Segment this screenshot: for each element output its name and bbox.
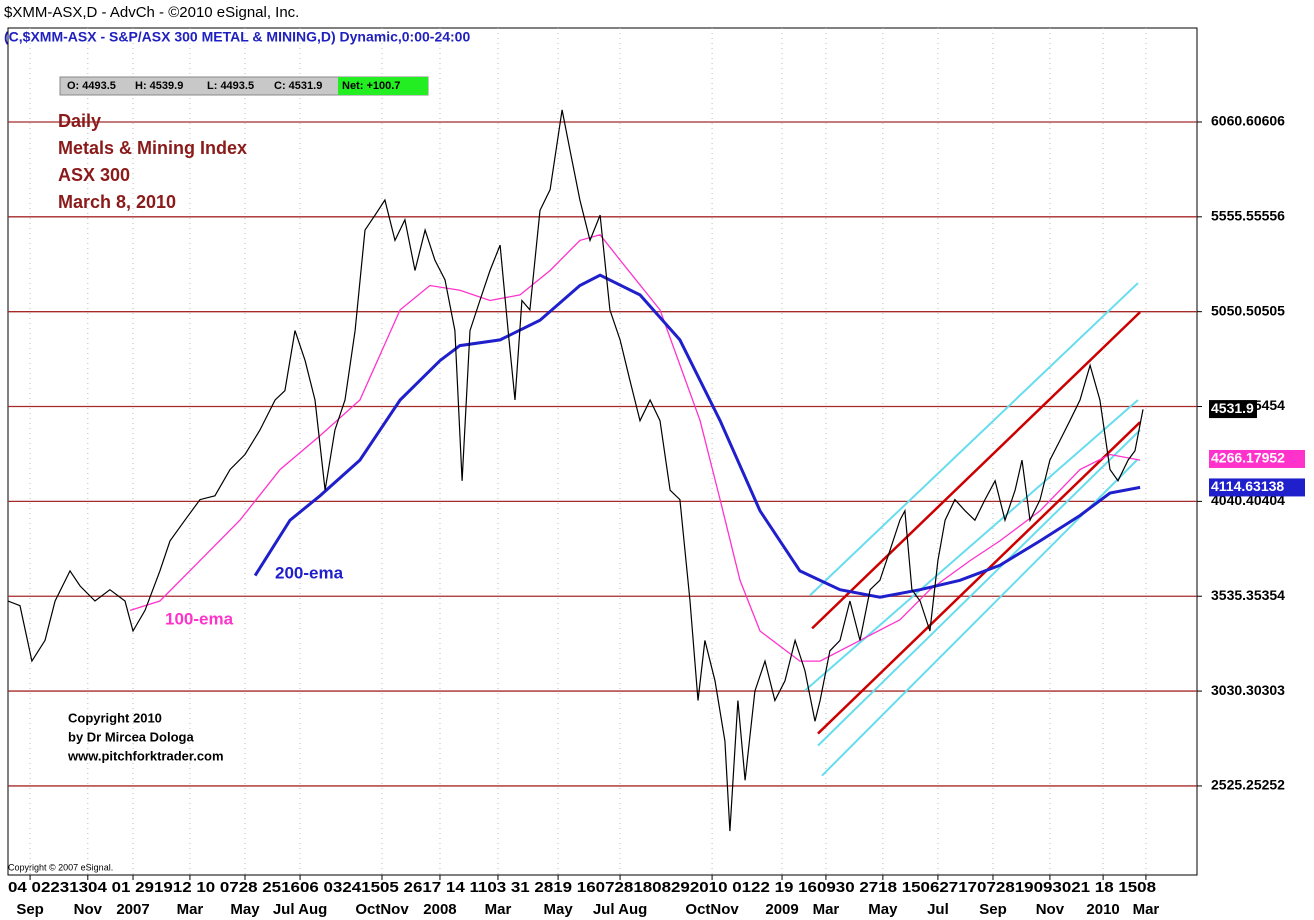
channel-line	[817, 429, 1141, 747]
annotation: ASX 300	[58, 165, 130, 185]
chart-title: $XMM-ASX,D - AdvCh - ©2010 eSignal, Inc.	[4, 4, 299, 21]
ema-note: 200-ema	[275, 563, 344, 582]
x-tick-label: Mar	[813, 901, 840, 918]
x-tick-label: Jul	[927, 901, 949, 918]
source-note: Copyright © 2007 eSignal.	[8, 862, 113, 872]
annotation: March 8, 2010	[58, 192, 176, 212]
ohlc-label: L: 4493.5	[207, 80, 254, 92]
series-line	[253, 273, 1141, 599]
x-tick-label: Nov	[74, 901, 103, 918]
ohlc-label: H: 4539.9	[135, 80, 183, 92]
copyright: by Dr Mircea Dologa	[68, 729, 194, 744]
x-tick-label: May	[543, 901, 573, 918]
annotation: Metals & Mining Index	[58, 138, 247, 158]
last-value-label: 4531.9	[1211, 400, 1254, 416]
plot-layer	[8, 109, 1144, 832]
series-line	[129, 234, 1141, 662]
ohlc-label: O: 4493.5	[67, 80, 116, 92]
x-tick-label: May	[230, 901, 260, 918]
last-value-label: 4114.63138	[1211, 478, 1284, 494]
channel-line	[809, 282, 1139, 597]
y-tick-label: 6060.60606	[1211, 113, 1285, 129]
x-tick-label: Sep	[979, 901, 1007, 918]
last-value-label: 4266.17952	[1211, 450, 1285, 466]
x-tick-label: Mar	[1133, 901, 1160, 918]
y-tick-label: 5050.50505	[1211, 302, 1285, 318]
x-tick-label: 2007	[116, 901, 149, 918]
x-tick-label: Mar	[177, 901, 204, 918]
ohlc-label: Net: +100.7	[342, 80, 400, 92]
y-tick-label: 2525.25252	[1211, 777, 1285, 793]
last-value-box	[1209, 400, 1257, 419]
x-tick-label: Jul Aug	[593, 901, 647, 918]
x-tick-label: 2008	[423, 901, 456, 918]
ema-note: 100-ema	[165, 609, 234, 628]
copyright: www.pitchforktrader.com	[67, 748, 224, 763]
x-tick-label: Mar	[485, 901, 512, 918]
channel-line	[811, 311, 1141, 630]
chart-subtitle: (C,$XMM-ASX - S&P/ASX 300 METAL & MINING…	[4, 29, 470, 45]
x-tick-label: OctNov	[685, 901, 739, 918]
last-value-box	[1209, 478, 1305, 497]
channel-line	[817, 421, 1141, 735]
series-line	[8, 109, 1144, 832]
channel-line	[804, 399, 1139, 692]
x-tick-label: Nov	[1036, 901, 1065, 918]
right-edge	[1302, 0, 1314, 920]
x-tick-label: Sep	[16, 901, 44, 918]
x-tick-label: May	[868, 901, 898, 918]
last-value-box	[1209, 449, 1305, 468]
annotation: Daily	[58, 111, 101, 131]
copyright: Copyright 2010	[68, 710, 162, 725]
x-tick-label: 2009	[765, 901, 798, 918]
x-tick-label: OctNov	[355, 901, 409, 918]
x-tick-label: 2010	[1086, 901, 1119, 918]
y-tick-label: 5555.55556	[1211, 208, 1285, 224]
y-tick-label: 3030.30303	[1211, 682, 1285, 698]
x-tick-label: Jul Aug	[273, 901, 327, 918]
net-box	[338, 77, 428, 95]
ohlc-label: C: 4531.9	[274, 80, 322, 92]
x-day-labels: 04 02231304 01 291912 10 0728 251606 032…	[8, 879, 1156, 896]
y-tick-label: 3535.35354	[1211, 587, 1285, 603]
plot-frame	[7, 27, 1198, 876]
